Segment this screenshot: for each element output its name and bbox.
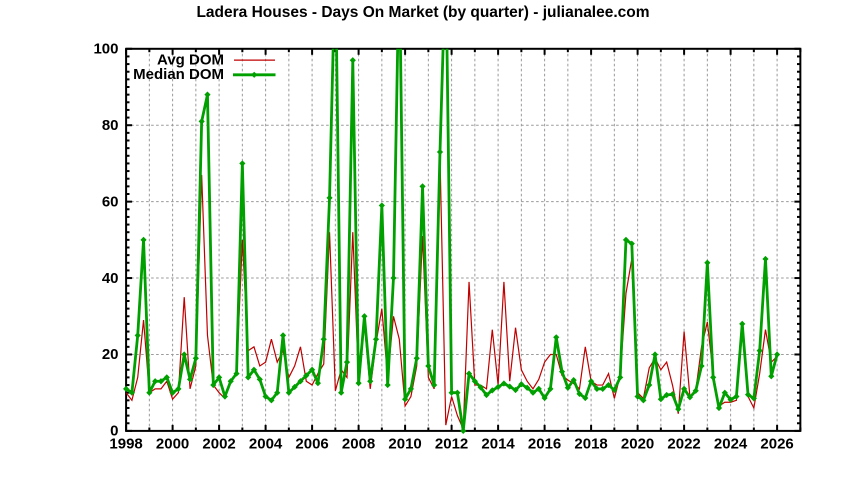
svg-text:Median DOM: Median DOM bbox=[133, 66, 224, 83]
svg-text:2008: 2008 bbox=[342, 436, 375, 453]
svg-text:2014: 2014 bbox=[481, 436, 515, 453]
svg-text:2004: 2004 bbox=[249, 436, 283, 453]
svg-text:2002: 2002 bbox=[202, 436, 235, 453]
svg-text:2010: 2010 bbox=[388, 436, 421, 453]
svg-text:2026: 2026 bbox=[760, 436, 793, 453]
svg-text:Avg DOM: Avg DOM bbox=[157, 51, 224, 68]
svg-text:40: 40 bbox=[102, 270, 119, 287]
svg-text:2012: 2012 bbox=[435, 436, 468, 453]
svg-text:0: 0 bbox=[110, 423, 118, 440]
svg-text:Ladera Houses - Days On Market: Ladera Houses - Days On Market (by quart… bbox=[196, 4, 649, 21]
svg-text:60: 60 bbox=[102, 193, 119, 210]
svg-text:2016: 2016 bbox=[528, 436, 561, 453]
svg-text:2018: 2018 bbox=[574, 436, 607, 453]
svg-text:20: 20 bbox=[102, 346, 119, 363]
svg-text:2024: 2024 bbox=[714, 436, 748, 453]
svg-text:80: 80 bbox=[102, 117, 119, 134]
svg-text:2006: 2006 bbox=[295, 436, 328, 453]
svg-text:2022: 2022 bbox=[667, 436, 700, 453]
svg-text:1998: 1998 bbox=[109, 436, 142, 453]
svg-text:2000: 2000 bbox=[156, 436, 189, 453]
svg-text:100: 100 bbox=[93, 41, 118, 58]
svg-text:2020: 2020 bbox=[621, 436, 654, 453]
